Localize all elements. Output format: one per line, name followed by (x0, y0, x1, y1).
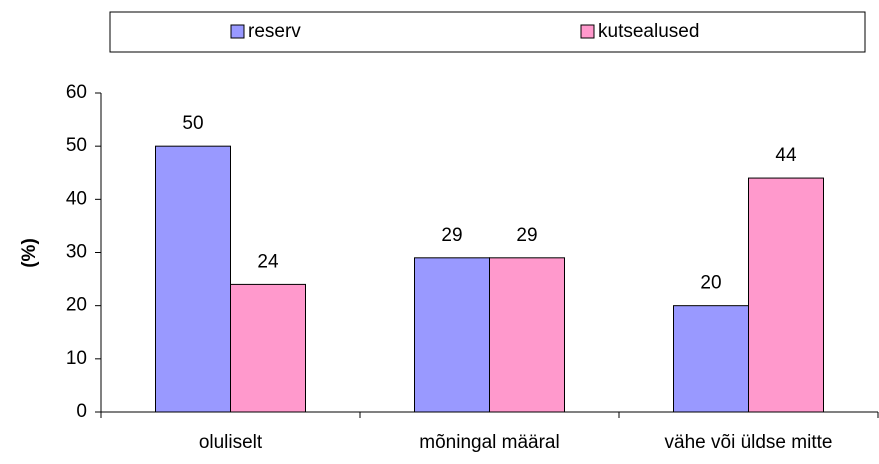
x-tick-label: oluliselt (199, 432, 263, 453)
legend-swatch (230, 24, 245, 39)
data-label: 44 (775, 145, 797, 166)
bar (155, 145, 231, 413)
bar (489, 257, 565, 413)
x-tick-label: vähe või üldse mitte (665, 432, 833, 453)
legend-box (109, 11, 866, 53)
x-tick-label: mõningal määral (419, 432, 559, 453)
y-tick-label: 10 (66, 348, 87, 369)
bar (748, 177, 824, 413)
y-tick-label: 60 (66, 82, 87, 103)
data-label: 50 (182, 113, 203, 134)
bar (414, 257, 490, 413)
y-axis-label: (%) (19, 238, 40, 268)
y-tick-label: 30 (66, 242, 87, 263)
y-tick-label: 0 (76, 401, 87, 422)
data-label: 24 (257, 251, 279, 272)
y-tick-label: 40 (66, 188, 87, 209)
legend-label: reserv (248, 21, 301, 42)
bar (230, 283, 306, 413)
legend-label: kutsealused (598, 21, 699, 42)
data-label: 29 (516, 225, 537, 246)
y-tick-label: 50 (66, 135, 87, 156)
bar (673, 305, 749, 413)
y-tick-label: 20 (66, 295, 87, 316)
legend-swatch (580, 24, 595, 39)
data-label: 29 (441, 225, 462, 246)
data-label: 20 (700, 273, 721, 294)
